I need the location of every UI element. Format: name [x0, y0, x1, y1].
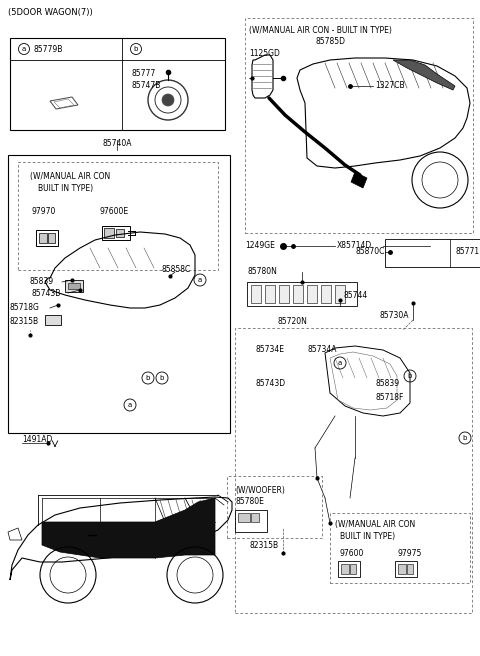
Text: 85734A: 85734A — [307, 346, 336, 354]
Text: a: a — [338, 360, 342, 366]
Bar — [407, 564, 413, 574]
Text: 85718G: 85718G — [10, 304, 40, 312]
Bar — [247, 282, 357, 306]
Bar — [45, 315, 61, 325]
Bar — [307, 285, 317, 303]
Bar — [341, 564, 349, 574]
Text: 85734E: 85734E — [255, 346, 284, 354]
Bar — [265, 285, 275, 303]
Text: (5DOOR WAGON(7)): (5DOOR WAGON(7)) — [8, 7, 93, 16]
Text: 85743B: 85743B — [32, 289, 61, 298]
Text: 85785D: 85785D — [315, 37, 345, 47]
Bar — [338, 561, 360, 577]
Text: X85714D: X85714D — [337, 241, 372, 251]
Text: a: a — [198, 277, 202, 283]
Text: 97975: 97975 — [398, 548, 422, 558]
Bar — [104, 228, 114, 238]
Text: (W/MANUAL AIR CON: (W/MANUAL AIR CON — [335, 520, 415, 529]
Bar — [330, 513, 470, 583]
Bar — [116, 229, 124, 237]
Bar — [350, 564, 356, 574]
Text: 85730A: 85730A — [380, 312, 409, 321]
Bar — [293, 285, 303, 303]
Bar — [235, 328, 472, 613]
Bar — [18, 162, 218, 270]
Text: 1491AD: 1491AD — [22, 436, 52, 445]
Text: 97600: 97600 — [340, 548, 364, 558]
Text: 85780E: 85780E — [235, 497, 264, 506]
Bar — [335, 285, 345, 303]
Bar — [227, 476, 322, 538]
Text: a: a — [22, 46, 26, 52]
Text: 85780N: 85780N — [247, 268, 277, 276]
Text: BUILT IN TYPE): BUILT IN TYPE) — [38, 184, 93, 192]
Text: 85858C: 85858C — [162, 266, 191, 274]
Bar — [8, 155, 230, 433]
Text: 85720N: 85720N — [277, 318, 307, 327]
Text: 1125GD: 1125GD — [249, 49, 280, 58]
Bar — [39, 233, 47, 243]
Bar — [10, 38, 225, 130]
Bar — [279, 285, 289, 303]
Text: a: a — [128, 402, 132, 408]
Text: 85740A: 85740A — [102, 140, 132, 148]
Text: 85743D: 85743D — [255, 380, 285, 388]
Text: 1249GE: 1249GE — [245, 241, 275, 251]
Text: b: b — [463, 435, 467, 441]
Bar — [251, 285, 261, 303]
Bar — [68, 283, 80, 289]
Text: BUILT IN TYPE): BUILT IN TYPE) — [340, 533, 395, 541]
Text: 82315B: 82315B — [10, 318, 39, 327]
Bar — [398, 564, 406, 574]
Text: 85870C: 85870C — [355, 247, 384, 256]
Bar — [395, 561, 417, 577]
Bar — [36, 230, 58, 246]
Text: b: b — [134, 46, 138, 52]
Text: 82315B: 82315B — [249, 541, 278, 550]
Bar — [235, 510, 267, 532]
Text: 85777: 85777 — [132, 68, 156, 77]
Text: 85744: 85744 — [343, 291, 367, 300]
Text: b: b — [160, 375, 164, 381]
Bar — [245, 18, 473, 233]
Polygon shape — [42, 498, 215, 558]
Text: b: b — [146, 375, 150, 381]
Text: 85771: 85771 — [455, 247, 479, 256]
Text: 85718F: 85718F — [375, 394, 403, 403]
Text: (W/MANUAL AIR CON: (W/MANUAL AIR CON — [30, 171, 110, 180]
Text: (W/MANUAL AIR CON - BUILT IN TYPE): (W/MANUAL AIR CON - BUILT IN TYPE) — [249, 26, 392, 35]
Polygon shape — [351, 172, 367, 188]
Bar — [65, 280, 83, 292]
Text: 85839: 85839 — [375, 380, 399, 388]
Text: 85779B: 85779B — [34, 45, 63, 54]
Bar — [385, 239, 480, 267]
Text: 97600E: 97600E — [100, 207, 129, 216]
Bar — [48, 233, 55, 243]
Text: 97970: 97970 — [32, 207, 56, 216]
Bar — [238, 513, 250, 522]
Text: 85839: 85839 — [30, 277, 54, 287]
Text: 1327CB: 1327CB — [375, 81, 405, 91]
Text: (W/WOOFER): (W/WOOFER) — [235, 485, 285, 495]
Polygon shape — [393, 60, 455, 90]
Bar — [321, 285, 331, 303]
Text: 85747B: 85747B — [132, 81, 161, 89]
Bar — [102, 226, 130, 240]
Bar — [251, 513, 259, 522]
Circle shape — [162, 94, 174, 106]
Text: b: b — [408, 373, 412, 379]
